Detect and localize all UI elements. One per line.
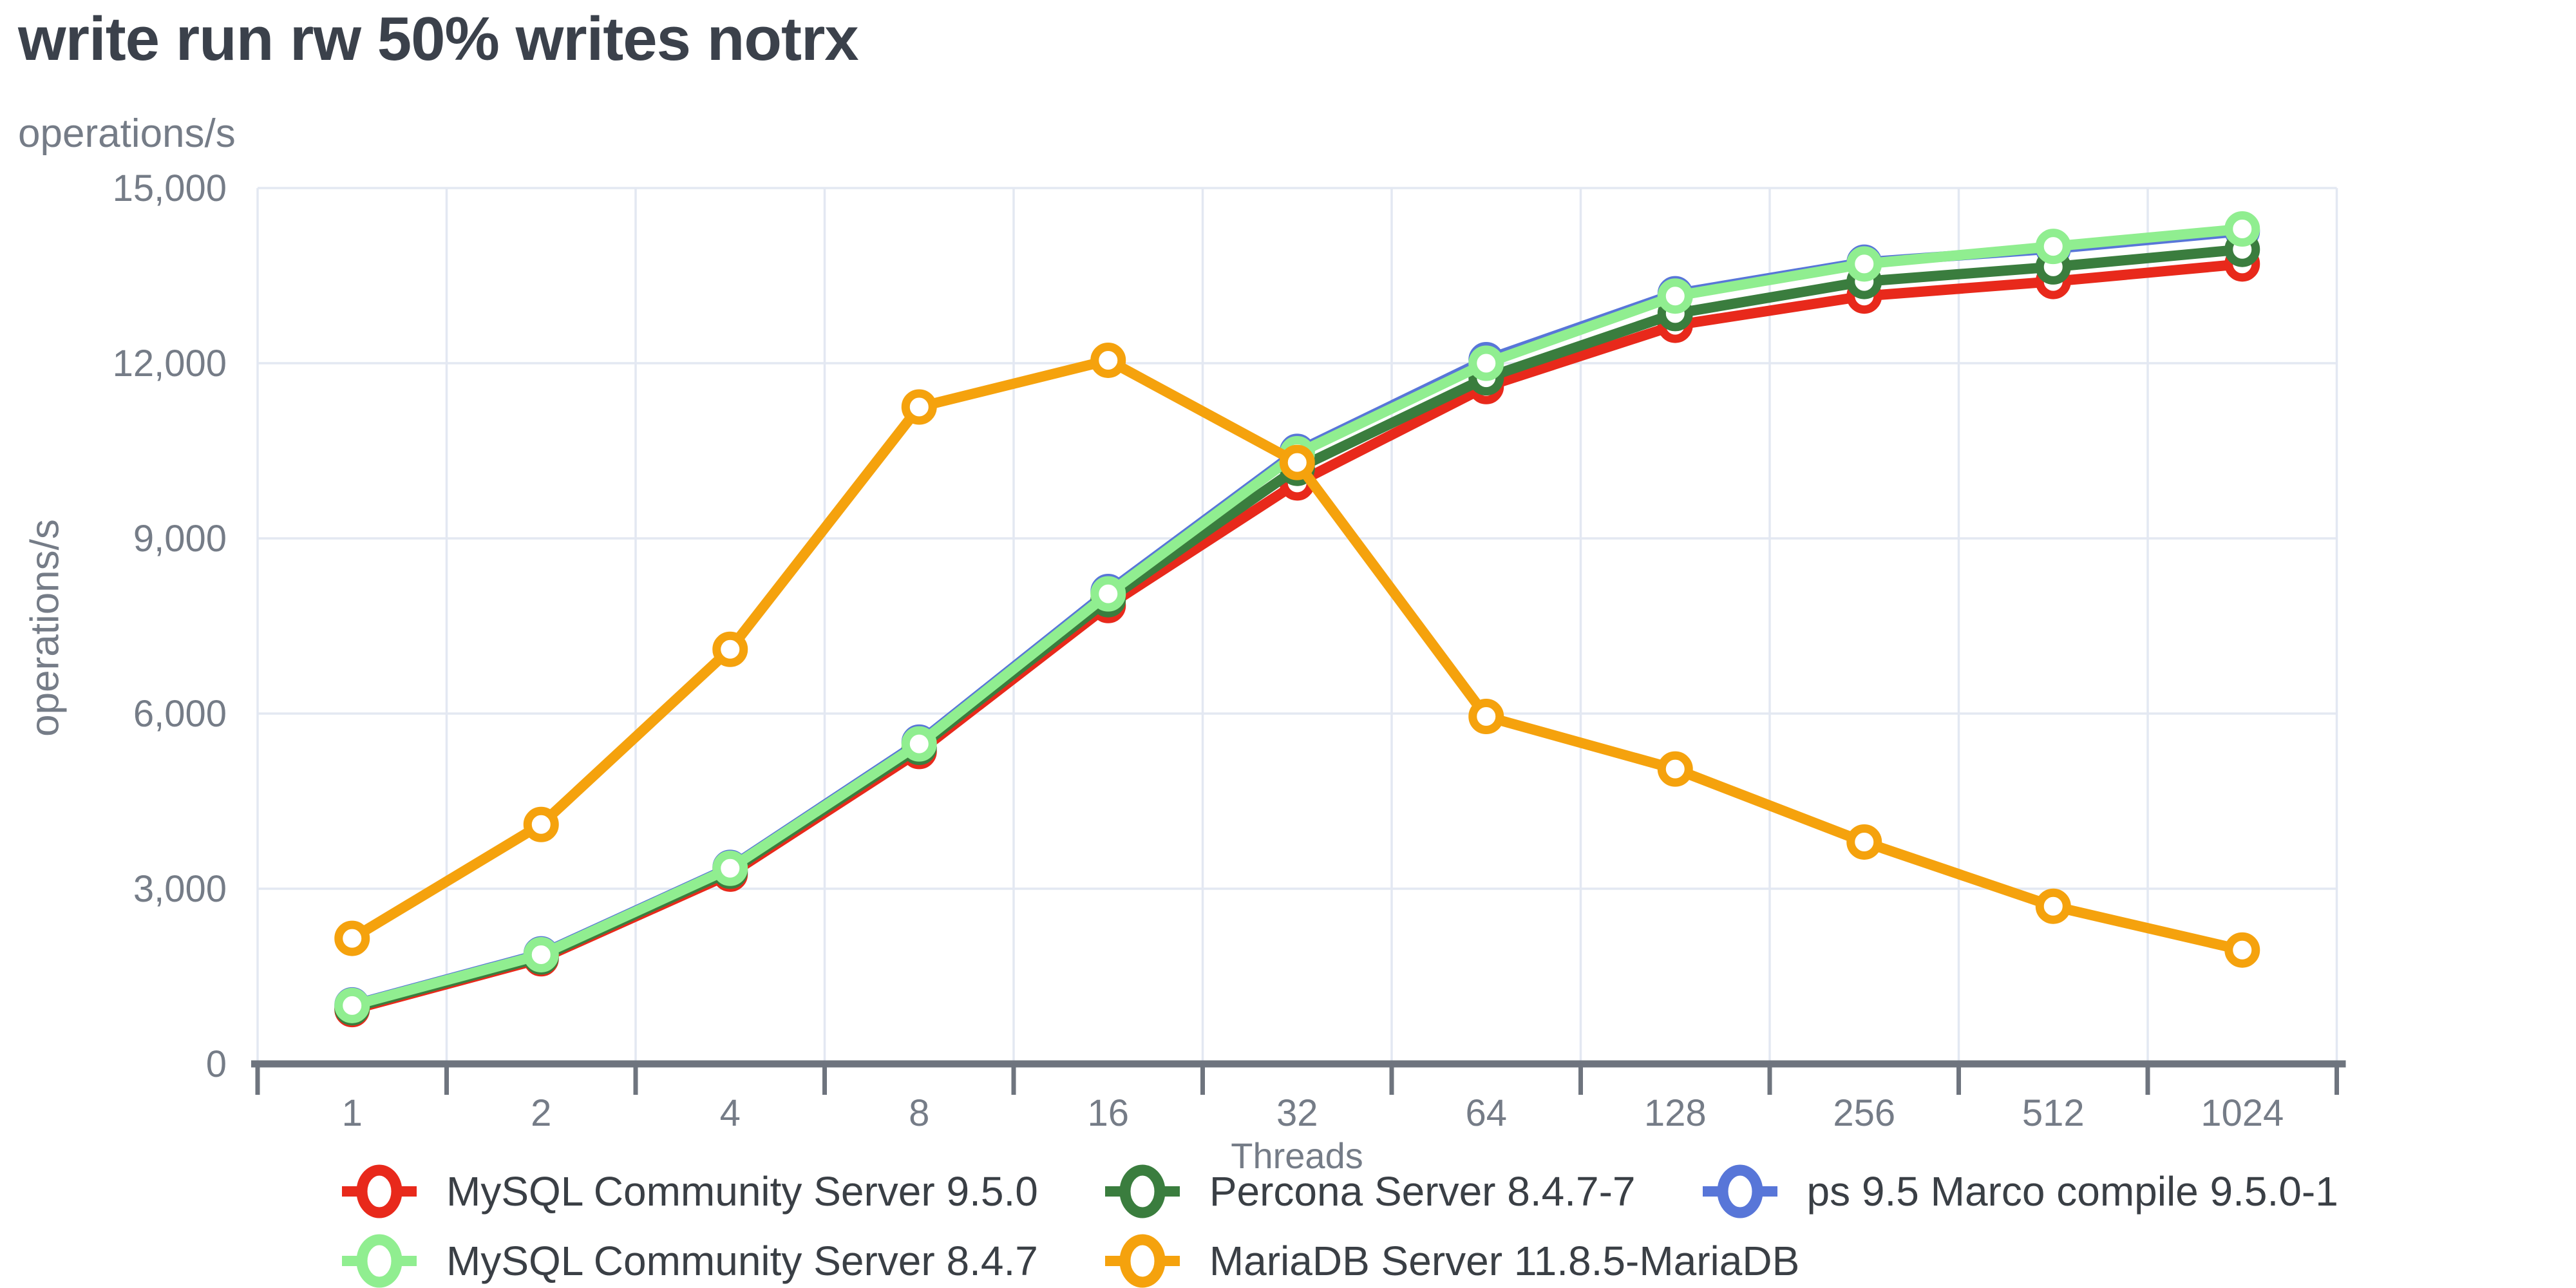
legend-item-ps-9-5-marco-compile-9-5-0-1: ps 9.5 Marco compile 9.5.0-1 <box>1702 1163 2338 1220</box>
legend-label-percona-server-8-4-7-7: Percona Server 8.4.7-7 <box>1209 1168 1636 1215</box>
data-point-mariadb-server-11-8-5-mariadb-4 <box>712 631 748 667</box>
x-tick-label: 1024 <box>2201 1092 2284 1134</box>
data-point-mariadb-server-11-8-5-mariadb-2 <box>523 806 559 842</box>
legend-item-mysql-community-server-8-4-7: MySQL Community Server 8.4.7 <box>342 1233 1038 1288</box>
data-point-mariadb-server-11-8-5-mariadb-64 <box>1468 699 1504 735</box>
data-point-mysql-community-server-8-4-7-4 <box>712 850 748 886</box>
data-point-mariadb-server-11-8-5-mariadb-256 <box>1846 824 1882 860</box>
legend-item-mariadb-server-11-8-5-mariadb: MariaDB Server 11.8.5-MariaDB <box>1104 1233 1800 1288</box>
legend-marker-icon-mysql-community-server-9-5-0 <box>342 1164 417 1218</box>
data-point-mariadb-server-11-8-5-mariadb-32 <box>1279 444 1315 480</box>
data-point-mysql-community-server-8-4-7-1024 <box>2224 211 2260 247</box>
data-point-mysql-community-server-8-4-7-16 <box>1090 576 1126 612</box>
legend-marker-icon-mysql-community-server-8-4-7 <box>342 1234 417 1288</box>
x-tick-label: 256 <box>1833 1092 1895 1134</box>
x-tick-label: 16 <box>1087 1092 1129 1134</box>
data-point-mariadb-server-11-8-5-mariadb-8 <box>901 389 937 425</box>
y-axis-unit-label-top: operations/s <box>18 111 236 156</box>
data-point-mysql-community-server-8-4-7-8 <box>901 726 937 762</box>
data-point-mysql-community-server-8-4-7-256 <box>1846 246 1882 282</box>
data-point-mysql-community-server-8-4-7-128 <box>1657 278 1693 314</box>
legend-marker-icon-percona-server-8-4-7-7 <box>1104 1164 1180 1218</box>
legend-item-percona-server-8-4-7-7: Percona Server 8.4.7-7 <box>1104 1163 1636 1220</box>
data-point-mariadb-server-11-8-5-mariadb-1 <box>334 920 370 956</box>
legend-item-mysql-community-server-9-5-0: MySQL Community Server 9.5.0 <box>342 1163 1038 1220</box>
legend-label-mysql-community-server-9-5-0: MySQL Community Server 9.5.0 <box>446 1168 1038 1215</box>
data-point-mariadb-server-11-8-5-mariadb-1024 <box>2224 932 2260 968</box>
x-tick-label: 1 <box>342 1092 363 1134</box>
x-tick-label: 4 <box>720 1092 741 1134</box>
x-axis-title: Threads <box>1231 1135 1363 1176</box>
x-tick-label: 8 <box>909 1092 929 1134</box>
data-point-mariadb-server-11-8-5-mariadb-128 <box>1657 751 1693 787</box>
legend-row-1: MySQL Community Server 9.5.0 Percona Serv… <box>342 1163 2338 1220</box>
data-point-mariadb-server-11-8-5-mariadb-512 <box>2035 888 2071 924</box>
x-tick-label: 32 <box>1276 1092 1318 1134</box>
legend-label-mariadb-server-11-8-5-mariadb: MariaDB Server 11.8.5-MariaDB <box>1209 1238 1800 1284</box>
data-point-mysql-community-server-8-4-7-2 <box>523 936 559 972</box>
x-tick-label: 128 <box>1644 1092 1707 1134</box>
y-tick-label: 12,000 <box>113 343 227 384</box>
y-tick-label: 9,000 <box>133 518 227 560</box>
x-tick-label: 512 <box>2022 1092 2085 1134</box>
legend-row-2: MySQL Community Server 8.4.7 MariaDB Serv… <box>342 1233 1799 1288</box>
y-tick-label: 6,000 <box>133 693 227 735</box>
y-tick-label: 0 <box>206 1043 227 1085</box>
y-tick-label: 15,000 <box>113 167 227 209</box>
data-point-mysql-community-server-8-4-7-64 <box>1468 345 1504 381</box>
data-point-mysql-community-server-8-4-7-1 <box>334 987 370 1023</box>
legend-label-mysql-community-server-8-4-7: MySQL Community Server 8.4.7 <box>446 1238 1038 1284</box>
chart-title: write run rw 50% writes notrx <box>18 5 859 73</box>
data-point-mariadb-server-11-8-5-mariadb-16 <box>1090 342 1126 378</box>
x-tick-label: 2 <box>531 1092 551 1134</box>
legend-marker-icon-ps-9-5-marco-compile-9-5-0-1 <box>1702 1164 1777 1218</box>
legend-label-ps-9-5-marco-compile-9-5-0-1: ps 9.5 Marco compile 9.5.0-1 <box>1806 1168 2338 1215</box>
data-point-mysql-community-server-8-4-7-512 <box>2035 229 2071 265</box>
legend-marker-icon-mariadb-server-11-8-5-mariadb <box>1104 1234 1180 1288</box>
y-tick-label: 3,000 <box>133 868 227 910</box>
x-tick-label: 64 <box>1465 1092 1507 1134</box>
